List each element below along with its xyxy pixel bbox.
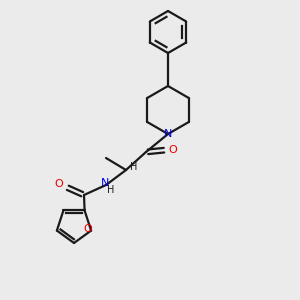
Text: H: H [107,185,115,195]
Text: N: N [164,129,172,139]
Text: O: O [84,224,92,234]
Text: O: O [55,179,63,189]
Text: O: O [169,145,177,155]
Text: H: H [130,162,138,172]
Text: N: N [101,178,109,188]
